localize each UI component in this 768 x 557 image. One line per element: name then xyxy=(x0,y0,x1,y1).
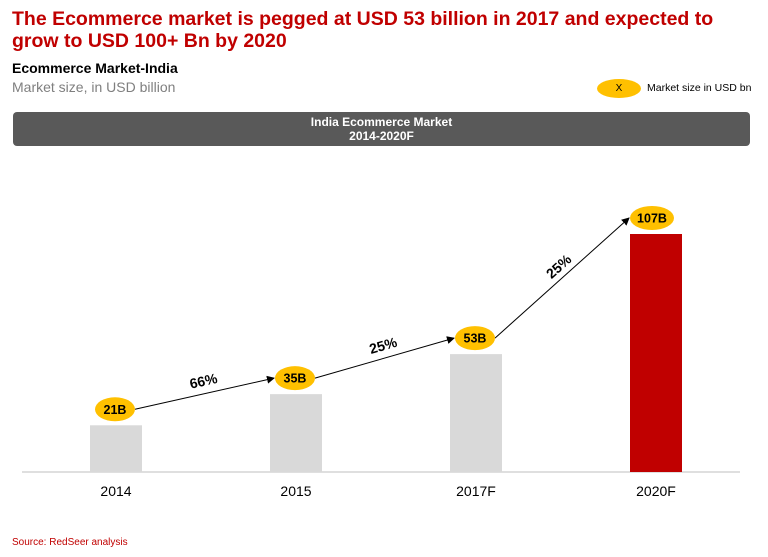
x-tick-2015: 2015 xyxy=(280,483,311,499)
headline: The Ecommerce market is pegged at USD 53… xyxy=(12,8,714,52)
bar-2014 xyxy=(90,425,142,472)
value-pill-2017F xyxy=(455,326,495,351)
data-label-2020F: 107B xyxy=(637,212,667,226)
growth-label-3: 25% xyxy=(543,251,575,282)
legend: X Market size in USD bn xyxy=(597,78,751,98)
legend-label: Market size in USD bn xyxy=(647,82,752,94)
chart-banner: India Ecommerce Market 2014-2020F xyxy=(13,112,750,146)
data-label-2014: 21B xyxy=(104,403,127,417)
source-note: Source: RedSeer analysis xyxy=(12,537,128,548)
value-pill-2015 xyxy=(275,366,315,391)
chart-subtitle: Ecommerce Market-India xyxy=(12,60,178,76)
growth-arrow-2 xyxy=(314,336,455,379)
legend-marker: X xyxy=(597,78,641,98)
bar-2015 xyxy=(270,394,322,472)
value-pill-2014 xyxy=(95,397,135,422)
growth-arrow-3 xyxy=(494,217,630,339)
data-label-2015: 35B xyxy=(284,372,307,386)
growth-arrow-1 xyxy=(134,375,275,410)
bar-2020F xyxy=(630,234,682,472)
banner-title: India Ecommerce Market xyxy=(310,115,453,129)
growth-label-1: 66% xyxy=(188,370,219,392)
x-tick-2014: 2014 xyxy=(100,483,131,499)
x-tick-2017F: 2017F xyxy=(456,483,496,499)
bar-2017F xyxy=(450,354,502,472)
growth-label-2: 25% xyxy=(367,334,399,357)
value-pill-2020F xyxy=(630,206,674,230)
unit-note: Market size, in USD billion xyxy=(12,79,176,95)
banner-period: 2014-2020F xyxy=(349,129,414,143)
data-label-2017F: 53B xyxy=(464,332,487,346)
x-tick-2020F: 2020F xyxy=(636,483,676,499)
